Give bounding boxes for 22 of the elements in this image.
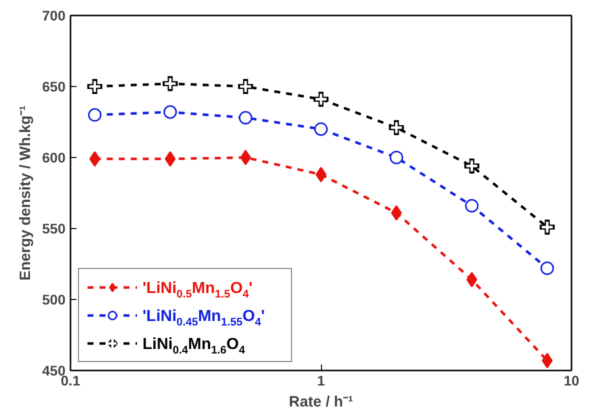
point [89, 151, 100, 167]
y-tick-label: 500 [42, 292, 66, 308]
point [390, 205, 402, 221]
point [164, 151, 176, 167]
point [465, 199, 479, 213]
y-tick-label: 700 [42, 8, 66, 24]
point [238, 111, 252, 124]
y-tick-label: 650 [42, 78, 66, 94]
point [390, 150, 404, 164]
x-tick-label: 10 [564, 372, 580, 388]
point [240, 150, 252, 166]
x-axis-title: Rate / h⁻¹ [288, 394, 354, 410]
point [88, 108, 102, 122]
point [163, 105, 177, 119]
point [540, 262, 554, 275]
point [542, 352, 553, 368]
y-axis-title: Energy density / Wh.kg⁻¹ [17, 105, 34, 281]
y-tick-label: 550 [42, 220, 66, 236]
x-tick-label: 1 [317, 372, 326, 388]
point [466, 272, 478, 288]
point [314, 122, 328, 136]
y-tick-label: 600 [42, 150, 66, 166]
